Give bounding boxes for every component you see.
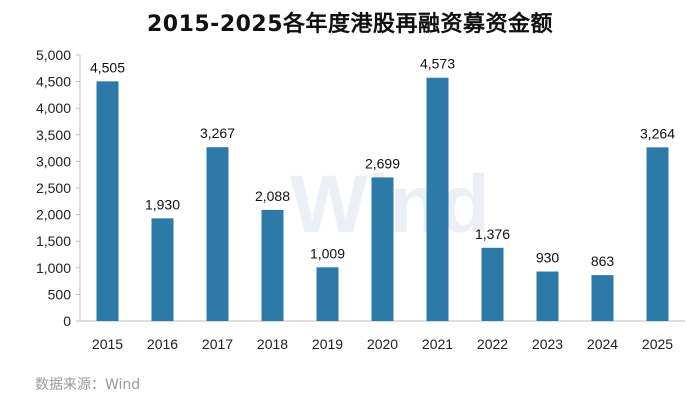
bar [316, 267, 339, 321]
y-axis: 0 500 1,000 1,500 2,000 2,500 3,000 3,500 4,000 4… [36, 47, 81, 329]
bars [96, 77, 669, 321]
data-label: 4,505 [90, 59, 125, 75]
x-tick-label: 2022 [477, 336, 508, 352]
y-tick-label: 0 [63, 313, 71, 329]
bar [646, 147, 669, 321]
x-tick-label: 2025 [642, 336, 673, 352]
data-labels: 4,505 1,930 3,267 2,088 1,009 2,699 4,573 1,376… [90, 56, 675, 269]
data-label: 1,930 [145, 196, 180, 212]
x-tick-label: 2020 [367, 336, 398, 352]
data-label: 2,699 [365, 155, 400, 171]
x-tick-label: 2015 [92, 336, 123, 352]
data-label: 2,088 [255, 188, 290, 204]
y-tick-label: 500 [48, 286, 72, 302]
y-tick-label: 3,000 [36, 153, 71, 169]
y-tick-label: 4,500 [36, 74, 71, 90]
x-tick-label: 2021 [422, 336, 453, 352]
data-label: 930 [536, 250, 560, 266]
y-tick-label: 3,500 [36, 127, 71, 143]
data-label: 3,264 [640, 125, 675, 141]
x-tick-label: 2024 [587, 336, 618, 352]
bar [371, 177, 394, 321]
y-tick-label: 2,500 [36, 180, 71, 196]
x-axis: 2015 2016 2017 2018 2019 2020 2021 2022 2023 2024… [80, 320, 685, 352]
source-note: 数据来源：Wind [35, 377, 141, 393]
bar [206, 147, 229, 321]
y-tick-label: 5,000 [36, 47, 71, 63]
x-tick-label: 2017 [202, 336, 233, 352]
data-label: 3,267 [200, 125, 235, 141]
x-tick-label: 2019 [312, 336, 343, 352]
y-tick-label: 1,000 [36, 260, 71, 276]
data-label: 4,573 [420, 56, 455, 72]
bar [426, 77, 449, 321]
bar [96, 81, 119, 321]
data-label: 1,009 [310, 245, 345, 261]
bar [536, 271, 559, 321]
bar [591, 275, 614, 321]
bar [151, 218, 174, 321]
y-tick-label: 2,000 [36, 207, 71, 223]
chart-title: 2015-2025各年度港股再融资募资金额 [146, 12, 554, 37]
x-tick-label: 2023 [532, 336, 563, 352]
data-label: 863 [591, 253, 615, 269]
bar [261, 209, 284, 321]
y-tick-label: 1,500 [36, 233, 71, 249]
x-tick-label: 2018 [257, 336, 288, 352]
data-label: 1,376 [475, 226, 510, 242]
x-tick-label: 2016 [147, 336, 178, 352]
bar [481, 247, 504, 321]
y-tick-label: 4,000 [36, 100, 71, 116]
